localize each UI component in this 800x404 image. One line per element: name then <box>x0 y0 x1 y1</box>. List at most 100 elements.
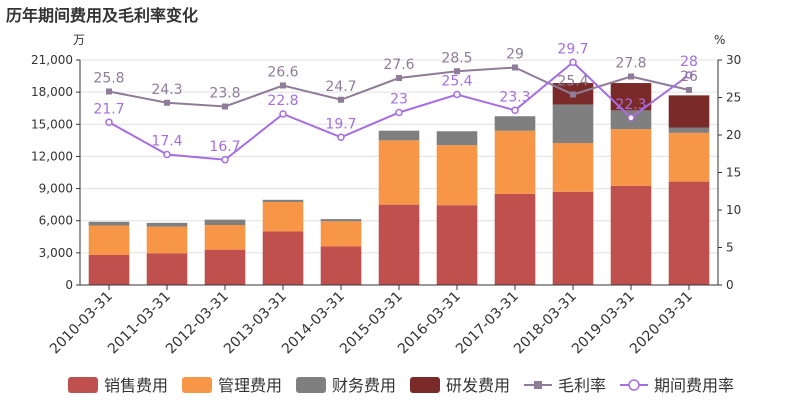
bar-segment <box>494 193 536 285</box>
left-axis-unit: 万 <box>73 33 85 47</box>
bar-segment <box>262 231 304 285</box>
data-label: 29.7 <box>557 41 588 57</box>
bar-segment <box>552 104 594 144</box>
bar-segment <box>552 191 594 285</box>
left-axis-tick-label: 18,000 <box>31 85 73 99</box>
bar-segment <box>88 255 130 285</box>
left-axis-tick-label: 21,000 <box>31 53 73 67</box>
series-marker <box>512 64 518 71</box>
data-label: 22.8 <box>267 93 298 109</box>
bar-segment <box>494 130 536 194</box>
bar-segment <box>320 221 362 247</box>
series-marker <box>221 156 229 164</box>
series-marker <box>279 110 287 118</box>
series-marker <box>163 150 171 159</box>
data-label: 26 <box>680 69 698 85</box>
data-label: 25.4 <box>441 74 472 90</box>
data-label: 16.7 <box>209 139 240 155</box>
series-marker <box>569 58 577 66</box>
legend-marker <box>534 381 542 389</box>
series-marker <box>685 71 693 79</box>
bar-segment <box>320 219 362 222</box>
series-marker <box>511 106 519 114</box>
legend-label: 销售费用 <box>104 376 168 395</box>
series-marker <box>627 114 635 122</box>
bar-segment <box>378 130 420 141</box>
bar-segment <box>436 131 478 146</box>
legend-label: 期间费用率 <box>654 376 734 395</box>
legend: 销售费用 管理费用 财务费用 研发费用 毛利率 期间费用率 <box>68 376 734 395</box>
legend-swatch <box>410 377 440 393</box>
bar-segment <box>320 246 362 285</box>
right-axis-tick-label: 15 <box>726 166 741 180</box>
legend-swatch <box>182 377 212 393</box>
bar-segment <box>262 201 304 232</box>
legend-label: 毛利率 <box>558 376 606 395</box>
data-label: 23.3 <box>499 89 530 105</box>
bar-segment <box>146 226 188 254</box>
left-axis-tick-label: 9,000 <box>39 182 73 196</box>
bar-segment <box>146 253 188 285</box>
series-marker <box>106 88 112 95</box>
right-axis-tick-label: 0 <box>726 278 734 292</box>
bar-segment <box>668 181 710 285</box>
bar-segment <box>436 205 478 285</box>
legend-swatch <box>68 377 98 393</box>
legend-swatch <box>296 377 326 393</box>
data-labels: 25.8 24.3 23.8 26.6 24.7 27.6 28.5 29 25.4 27.8 26… <box>93 41 698 155</box>
data-label: 24.7 <box>325 79 356 95</box>
series-marker <box>337 133 345 141</box>
series-marker <box>453 90 461 99</box>
data-label: 23 <box>390 92 408 108</box>
bar-segment <box>262 199 304 202</box>
bar-segment <box>668 132 710 182</box>
right-axis-tick-label: 30 <box>726 53 741 67</box>
series-marker <box>454 68 460 75</box>
series-marker <box>105 118 113 126</box>
series-marker <box>686 87 692 93</box>
bar-segment <box>668 95 710 128</box>
right-axis-tick-label: 5 <box>726 241 734 255</box>
bar-segment <box>378 204 420 285</box>
right-axis-unit: % <box>714 33 725 47</box>
right-axis-tick-label: 20 <box>726 128 741 142</box>
data-label: 22.3 <box>615 97 646 113</box>
data-label: 19.7 <box>325 116 356 132</box>
chart-title: 历年期间费用及毛利率变化 <box>6 6 198 25</box>
legend-label: 管理费用 <box>218 376 282 395</box>
data-label: 28.5 <box>441 50 472 66</box>
data-label: 25.4 <box>557 74 588 90</box>
bar-segment <box>204 249 246 285</box>
bar-segment <box>378 140 420 205</box>
series-marker <box>338 96 344 103</box>
data-label: 27.6 <box>383 57 414 73</box>
series-marker <box>395 108 403 117</box>
left-axis-tick-label: 0 <box>65 278 73 292</box>
data-label: 23.8 <box>209 86 240 102</box>
left-axis-tick-label: 12,000 <box>31 149 73 163</box>
bar-segment <box>668 127 710 133</box>
left-axis-tick-label: 15,000 <box>31 117 73 131</box>
data-label: 25.8 <box>93 71 124 87</box>
data-label: 17.4 <box>151 134 182 150</box>
bar-segment <box>436 145 478 206</box>
legend-label: 财务费用 <box>332 376 396 395</box>
x-axis-tick-label: 2020-03-31 <box>627 289 696 358</box>
data-label: 24.3 <box>151 82 182 98</box>
bar-segment <box>204 225 246 250</box>
bar-segment <box>494 116 536 131</box>
data-label: 29 <box>506 47 524 63</box>
data-label: 27.8 <box>615 56 646 72</box>
legend-marker <box>628 379 640 391</box>
bar-segment <box>88 221 130 226</box>
bar-segment <box>610 185 652 285</box>
bar-segment <box>204 219 246 225</box>
right-axis-tick-label: 25 <box>726 91 741 105</box>
data-label: 26.6 <box>267 65 298 81</box>
legend-label: 研发费用 <box>446 376 510 395</box>
data-label: 28 <box>680 54 698 70</box>
bar-layer <box>88 83 710 285</box>
left-axis-tick-label: 6,000 <box>39 214 73 228</box>
